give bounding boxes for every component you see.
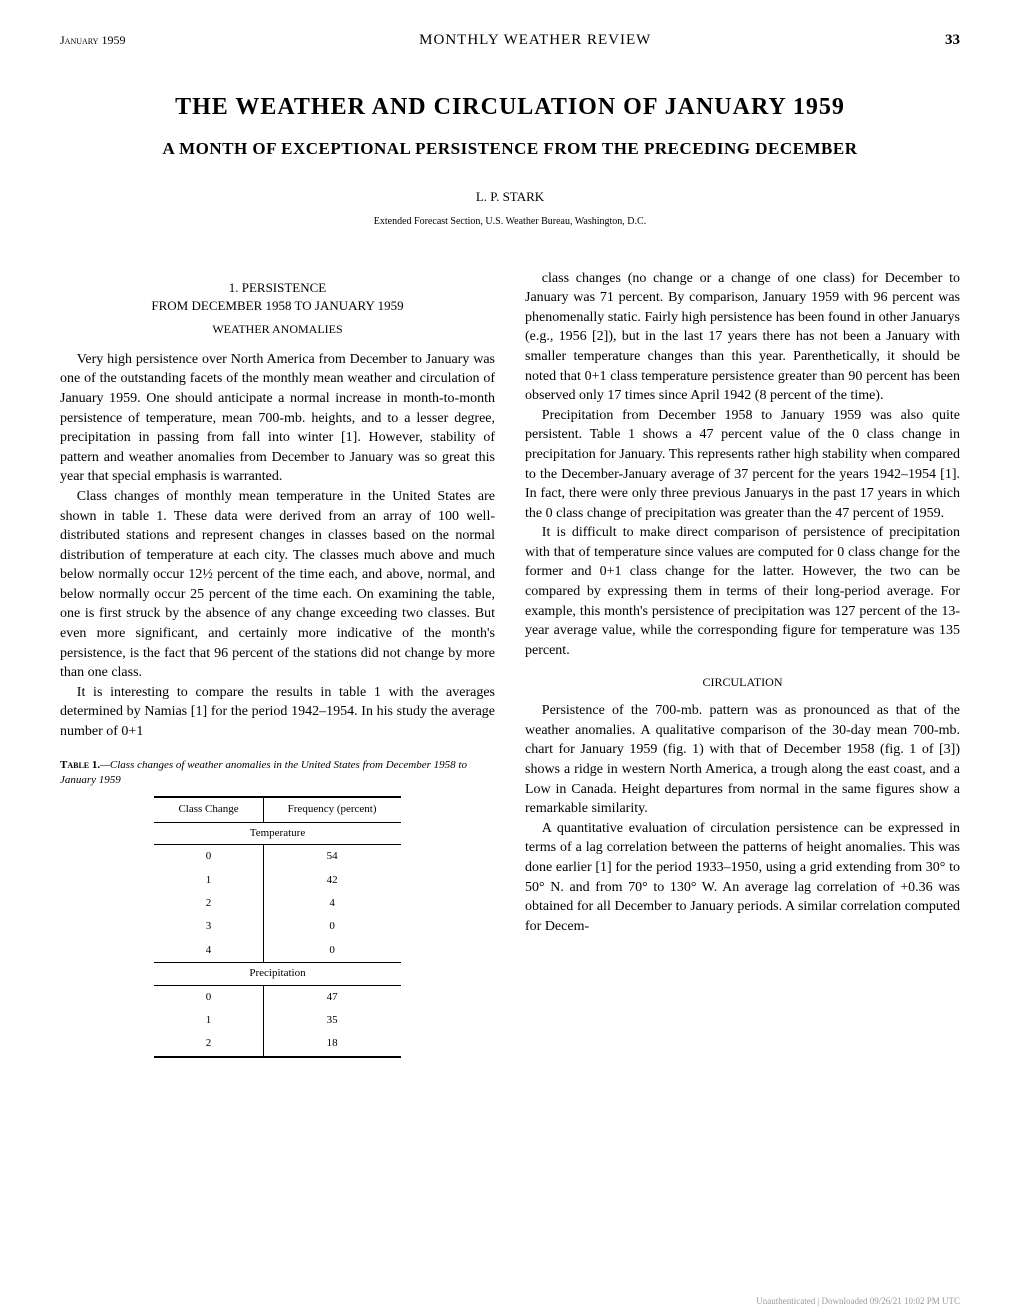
- table-cell: 1: [154, 1009, 263, 1032]
- table-cell: 2: [154, 892, 263, 915]
- table-cell: 0: [154, 985, 263, 1009]
- table-cell: 35: [263, 1009, 400, 1032]
- download-footer: Unauthenticated | Downloaded 09/26/21 10…: [756, 1295, 960, 1308]
- table-label: Table 1.: [60, 759, 100, 771]
- header-page: 33: [945, 30, 960, 51]
- table-section-header: Precipitation: [154, 963, 400, 985]
- article-title: THE WEATHER AND CIRCULATION OF JANUARY 1…: [60, 91, 960, 125]
- table-col-header: Class Change: [154, 797, 263, 822]
- section-title: FROM DECEMBER 1958 TO JANUARY 1959: [60, 297, 495, 315]
- right-column: class changes (no change or a change of …: [525, 269, 960, 1058]
- left-column: 1. PERSISTENCE FROM DECEMBER 1958 TO JAN…: [60, 269, 495, 1058]
- table-cell: 4: [154, 939, 263, 963]
- paragraph: class changes (no change or a change of …: [525, 269, 960, 406]
- author-name: L. P. STARK: [60, 188, 960, 206]
- table-cell: 42: [263, 869, 400, 892]
- paragraph: Persistence of the 700-mb. pattern was a…: [525, 701, 960, 819]
- section-number: 1. PERSISTENCE: [60, 279, 495, 297]
- table-caption: Table 1.—Class changes of weather anomal…: [60, 758, 495, 789]
- table-section-header: Temperature: [154, 822, 400, 844]
- subsection-heading: CIRCULATION: [525, 674, 960, 691]
- table-cell: 0: [154, 845, 263, 869]
- table-1: Class Change Frequency (percent) Tempera…: [154, 796, 400, 1057]
- paragraph: Very high persistence over North America…: [60, 350, 495, 487]
- two-column-layout: 1. PERSISTENCE FROM DECEMBER 1958 TO JAN…: [60, 269, 960, 1058]
- article-subtitle: A MONTH OF EXCEPTIONAL PERSISTENCE FROM …: [60, 137, 960, 161]
- paragraph: It is difficult to make direct compariso…: [525, 523, 960, 660]
- table-cell: 4: [263, 892, 400, 915]
- table-cell: 3: [154, 915, 263, 938]
- table-cell: 18: [263, 1032, 400, 1056]
- paragraph: It is interesting to compare the results…: [60, 683, 495, 742]
- paragraph: Precipitation from December 1958 to Janu…: [525, 406, 960, 524]
- author-affiliation: Extended Forecast Section, U.S. Weather …: [60, 215, 960, 229]
- paragraph: Class changes of monthly mean temperatur…: [60, 487, 495, 683]
- table-cell: 2: [154, 1032, 263, 1056]
- section-subheading: WEATHER ANOMALIES: [60, 321, 495, 338]
- header-date: January 1959: [60, 32, 125, 49]
- table-cell: 1: [154, 869, 263, 892]
- running-header: January 1959 MONTHLY WEATHER REVIEW 33: [60, 30, 960, 51]
- table-cell: 0: [263, 915, 400, 938]
- table-cell: 0: [263, 939, 400, 963]
- paragraph: A quantitative evaluation of circulation…: [525, 819, 960, 937]
- table-col-header: Frequency (percent): [263, 797, 400, 822]
- table-cell: 54: [263, 845, 400, 869]
- table-caption-text: —Class changes of weather anomalies in t…: [60, 759, 467, 786]
- header-journal: MONTHLY WEATHER REVIEW: [419, 30, 651, 51]
- table-cell: 47: [263, 985, 400, 1009]
